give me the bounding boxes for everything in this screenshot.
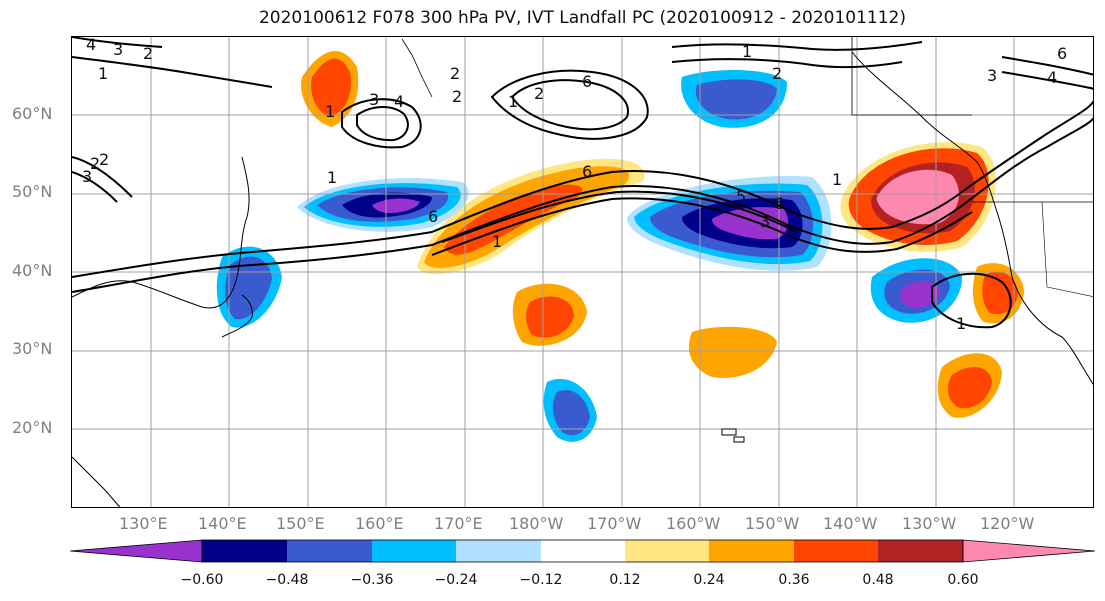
lon-label: 180°W xyxy=(509,514,564,533)
contour-label: 6 xyxy=(582,162,592,181)
colorbar-tick: 0.24 xyxy=(693,572,725,588)
colorbar xyxy=(70,539,1096,563)
contour-label: 3 xyxy=(369,90,379,109)
colorbar-tick: 0.60 xyxy=(947,572,979,588)
colorbar-segment xyxy=(202,540,287,562)
contour-label: 2 xyxy=(772,64,782,83)
contour-label: 1 xyxy=(98,64,108,83)
coastlines xyxy=(72,37,1093,507)
contour-label: 6 xyxy=(428,207,438,226)
map-title: 2020100612 F078 300 hPa PV, IVT Landfall… xyxy=(258,8,906,28)
colorbar-tick: −0.60 xyxy=(180,572,224,588)
lon-label: 170°E xyxy=(434,514,483,533)
colorbar-segment xyxy=(794,540,878,562)
ivt-contours xyxy=(72,37,1093,329)
lon-label: 140°W xyxy=(823,514,878,533)
lon-label: 160°W xyxy=(666,514,721,533)
contour-label: 1 xyxy=(508,92,518,111)
contour-label: 1 xyxy=(492,232,502,251)
contour-label: 6 xyxy=(1057,44,1067,63)
lat-label: 40°N xyxy=(12,261,53,280)
contour-label: 3 xyxy=(113,40,123,59)
colorbar-tick: −0.12 xyxy=(519,572,563,588)
lat-label: 50°N xyxy=(12,182,53,201)
contour-label: 1 xyxy=(742,42,752,61)
lon-label: 130°W xyxy=(902,514,957,533)
colorbar-tick: −0.36 xyxy=(350,572,394,588)
contour-label: 1 xyxy=(832,170,842,189)
contour-label: 2 xyxy=(452,87,462,106)
contour-label: 3 xyxy=(82,167,92,186)
contour-label: 5 xyxy=(736,187,746,206)
lon-label: 160°E xyxy=(355,514,404,533)
contour-label: 2 xyxy=(143,44,153,63)
contour-label: 1 xyxy=(956,314,966,333)
contour-label: 4 xyxy=(86,37,96,54)
contour-labels: 4 3 2 1 2 1 2 1 2 3 4 6 3 2 1 6 6 1 4 3 … xyxy=(82,37,1067,333)
colorbar-segment xyxy=(962,539,1096,563)
contour-label: 2 xyxy=(450,64,460,83)
contour-label: 3 xyxy=(987,66,997,85)
colorbar-tick: 0.12 xyxy=(609,572,641,588)
contour-label: 6 xyxy=(582,72,592,91)
lon-label: 150°E xyxy=(276,514,325,533)
contour-label: 4 xyxy=(1047,68,1057,87)
lon-label: 120°W xyxy=(980,514,1035,533)
colorbar-segment xyxy=(878,540,963,562)
map-canvas: 4 3 2 1 2 1 2 1 2 3 4 6 3 2 1 6 6 1 4 3 … xyxy=(72,37,1093,507)
contour-label: 1 xyxy=(325,102,335,121)
colorbar-tick: 0.48 xyxy=(862,572,894,588)
contour-label: 6 xyxy=(774,194,784,213)
map-panel: 4 3 2 1 2 1 2 1 2 3 4 6 3 2 1 6 6 1 4 3 … xyxy=(71,36,1094,508)
lon-label: 150°W xyxy=(745,514,800,533)
colorbar-segment xyxy=(625,540,709,562)
colorbar-tick: 0.36 xyxy=(778,572,810,588)
colorbar-tick: −0.48 xyxy=(265,572,309,588)
grid-lines xyxy=(72,37,1093,507)
colorbar-segment xyxy=(287,540,372,562)
lat-label: 30°N xyxy=(12,339,53,358)
colorbar-segment xyxy=(372,540,456,562)
colorbar-segment xyxy=(709,540,794,562)
lat-label: 60°N xyxy=(12,104,53,123)
colorbar-segment xyxy=(456,540,541,562)
lat-label: 20°N xyxy=(12,418,53,437)
colorbar-tick: −0.24 xyxy=(434,572,478,588)
contour-label: 1 xyxy=(327,168,337,187)
lon-label: 170°W xyxy=(587,514,642,533)
lon-label: 130°E xyxy=(119,514,168,533)
contour-label: 2 xyxy=(90,154,100,173)
contour-label: 4 xyxy=(394,92,404,111)
colorbar-segment xyxy=(541,540,625,562)
contour-label: 2 xyxy=(99,150,109,169)
lon-label: 140°E xyxy=(198,514,247,533)
contour-label: 2 xyxy=(534,84,544,103)
contour-label: 3 xyxy=(760,212,770,231)
colorbar-segment xyxy=(70,539,203,563)
